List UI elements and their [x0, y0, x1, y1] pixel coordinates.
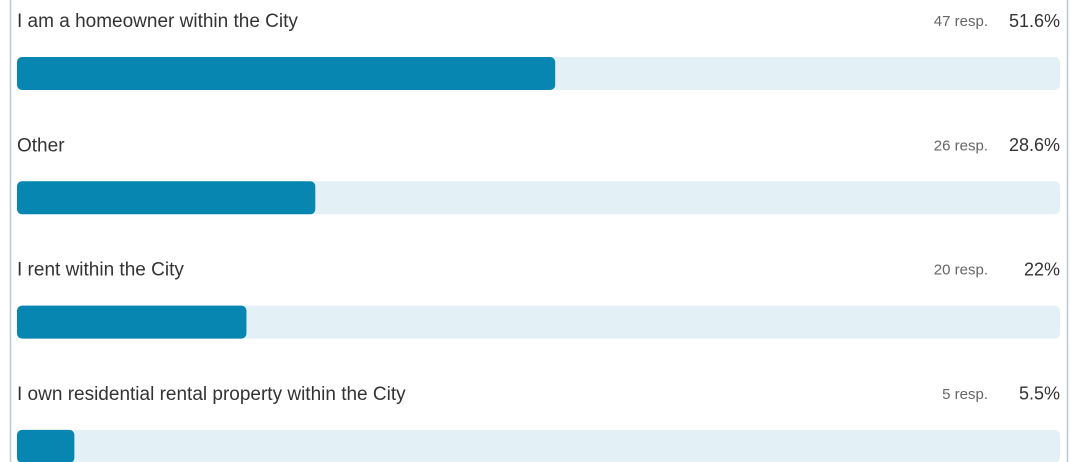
- response-count: 26 resp.: [934, 137, 988, 154]
- option-label: I am a homeowner within the City: [17, 11, 298, 32]
- frame: [9, 0, 1069, 462]
- bar-track: [17, 429, 1060, 462]
- response-count: 20 resp.: [934, 262, 988, 279]
- percent-label: 5.5%: [1019, 384, 1060, 404]
- bar-track: [17, 305, 1060, 339]
- percent-label: 22%: [1024, 259, 1060, 279]
- option-label: I own residential rental property within…: [17, 384, 406, 405]
- response-count: 5 resp.: [942, 386, 988, 403]
- bar: [17, 305, 247, 339]
- option-label: I rent within the City: [17, 260, 184, 281]
- bar: [17, 429, 75, 462]
- option-label: Other: [17, 135, 65, 156]
- response-count: 47 resp.: [934, 13, 988, 30]
- bar: [17, 181, 316, 215]
- percent-label: 51.6%: [1009, 11, 1060, 31]
- bar: [17, 57, 556, 90]
- percent-label: 28.6%: [1009, 135, 1060, 155]
